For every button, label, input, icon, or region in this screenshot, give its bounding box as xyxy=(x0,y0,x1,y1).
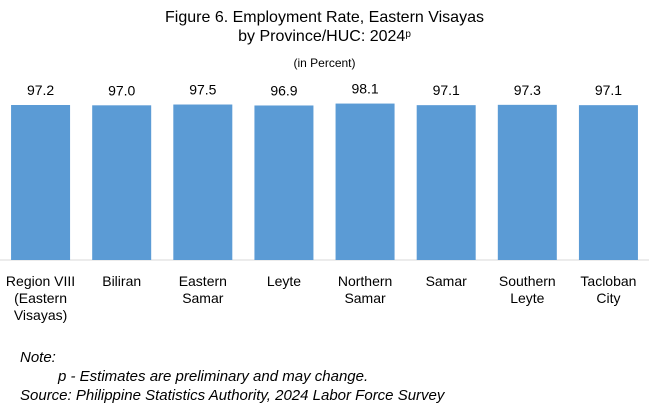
note-label: Note: xyxy=(20,349,56,366)
category-label-line: Biliran xyxy=(102,273,141,289)
category-label-line: Samar xyxy=(426,273,468,289)
category-label-line: Visayas) xyxy=(14,307,67,323)
bar xyxy=(416,105,476,261)
category-label: Region VIII (Eastern Visayas) xyxy=(6,273,75,323)
chart-subtitle: (in Percent) xyxy=(293,56,356,70)
category-label-line: Eastern xyxy=(179,273,227,289)
category-label: Biliran xyxy=(102,273,141,289)
category-label-line: Southern xyxy=(499,273,556,289)
category-label-line: (Eastern xyxy=(14,290,67,306)
preliminary-superscript: p xyxy=(405,29,411,40)
bar xyxy=(497,104,557,260)
category-label: Northern Samar xyxy=(338,273,392,306)
category-label-line: Samar xyxy=(344,290,386,306)
category-label-line: Leyte xyxy=(510,290,544,306)
bar xyxy=(578,105,638,261)
bar xyxy=(11,105,71,260)
chart-title-line1: Figure 6. Employment Rate, Eastern Visay… xyxy=(165,9,484,26)
bar xyxy=(92,105,152,260)
data-label: 97.1 xyxy=(595,82,622,98)
category-label: Tacloban City xyxy=(580,273,636,306)
source-note: Source: Philippine Statistics Authority,… xyxy=(20,387,445,404)
notes-block: Note: p - Estimates are preliminary and … xyxy=(20,348,444,405)
chart-title-line2: by Province/HUC: 2024p xyxy=(0,27,649,46)
preliminary-note: p - Estimates are preliminary and may ch… xyxy=(58,368,369,385)
category-label-line: Leyte xyxy=(267,273,301,289)
data-label: 97.2 xyxy=(27,82,54,98)
bar xyxy=(335,103,395,260)
data-label: 97.0 xyxy=(108,82,135,98)
data-label: 97.3 xyxy=(514,82,541,98)
category-label-line: Northern xyxy=(338,273,392,289)
bar-chart: 97.2 Region VIII (Eastern Visayas) 97.0 Bilir… xyxy=(0,81,649,323)
data-label: 97.5 xyxy=(189,82,216,98)
category-label: Southern Leyte xyxy=(499,273,556,306)
category-label: Samar xyxy=(426,273,468,289)
data-label: 96.9 xyxy=(270,82,297,98)
chart-title: Figure 6. Employment Rate, Eastern Visay… xyxy=(0,8,649,46)
bar xyxy=(254,105,314,260)
category-label-line: Tacloban xyxy=(580,273,636,289)
bar xyxy=(173,104,233,260)
category-label-line: City xyxy=(596,290,620,306)
data-label: 97.1 xyxy=(433,82,460,98)
data-label: 98.1 xyxy=(351,81,378,97)
chart-title-line2-text: by Province/HUC: 2024 xyxy=(238,28,406,45)
category-label-line: Samar xyxy=(182,290,224,306)
category-label: Leyte xyxy=(267,273,301,289)
category-label-line: Region VIII xyxy=(6,273,75,289)
category-label: Eastern Samar xyxy=(179,273,227,306)
